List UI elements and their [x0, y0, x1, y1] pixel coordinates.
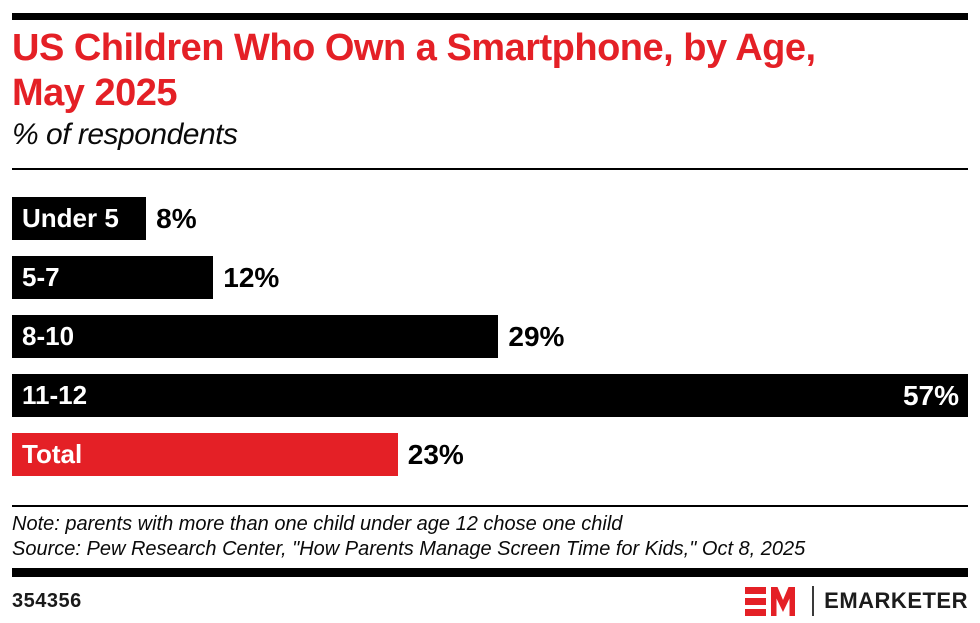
bar-8-10: 8-10 29% — [12, 315, 499, 358]
bar-chart: Under 5 8% 8% 5-7 12% 12% 8-10 29% 29% 1… — [12, 197, 968, 476]
bar-category-label: 5-7 — [22, 262, 60, 292]
bar-11-12: 11-12 57% — [12, 374, 968, 417]
footer-bar: 354356 EMARKETER — [12, 586, 968, 616]
bar-row-5-7: 5-7 12% 12% — [12, 256, 968, 299]
chart-id: 354356 — [12, 589, 82, 612]
bar-row-8-10: 8-10 29% 29% — [12, 315, 968, 358]
bar-category-label: Total — [22, 439, 83, 469]
bar-category-label: 8-10 — [22, 321, 75, 351]
bar-under-5: Under 5 8% — [12, 197, 147, 240]
bar-value-label: 29% — [508, 320, 565, 352]
chart-subtitle: % of respondents — [12, 118, 238, 151]
bar-value-label: 57% — [902, 379, 959, 411]
bar-row-under-5: Under 5 8% 8% — [12, 197, 968, 240]
bar-category-label: Under 5 — [22, 203, 119, 233]
bar-category-label: 11-12 — [22, 380, 88, 410]
bar-row-11-12: 11-12 57% 57% — [12, 374, 968, 417]
bar-row-total: Total 23% 23% — [12, 433, 968, 476]
em-monogram-icon — [745, 586, 796, 616]
chart-title: US Children Who Own a Smartphone, by Age… — [12, 26, 968, 116]
bar-value-label: 8% — [156, 202, 197, 234]
bar-5-7: 5-7 12% — [12, 256, 214, 299]
brand-lockup: EMARKETER — [745, 586, 968, 616]
chart-title-line1: US Children Who Own a Smartphone, by Age… — [12, 27, 816, 69]
brand-wordmark: EMARKETER — [824, 588, 968, 613]
top-rule — [12, 13, 968, 20]
bottom-rule — [12, 568, 968, 577]
bar-value-label: 23% — [407, 438, 464, 470]
bar-value-label: 12% — [223, 261, 280, 293]
note-text: Note: parents with more than one child u… — [12, 513, 623, 535]
footnote-divider-rule — [12, 505, 968, 507]
footnote-block: Note: parents with more than one child u… — [12, 512, 968, 561]
bar-total: Total 23% — [12, 433, 398, 476]
chart-page: US Children Who Own a Smartphone, by Age… — [0, 13, 980, 623]
brand-divider — [812, 586, 815, 616]
header-divider-rule — [12, 168, 968, 170]
chart-title-line2: May 2025 — [12, 72, 178, 114]
source-text: Source: Pew Research Center, "How Parent… — [12, 537, 806, 560]
